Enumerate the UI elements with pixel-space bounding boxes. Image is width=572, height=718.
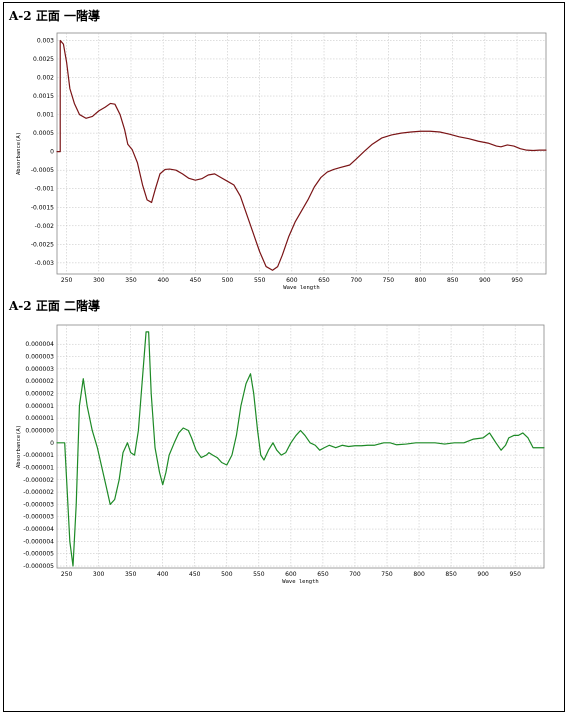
x-tick-label: 750 [381, 571, 393, 578]
y-tick-label: 0 [50, 440, 54, 447]
plot-area [56, 324, 545, 569]
y-tick-label: 0.000002 [25, 391, 54, 398]
x-tick-label: 600 [285, 571, 297, 578]
x-axis-label: Wave length [282, 579, 318, 585]
x-tick-label: 250 [61, 277, 73, 284]
y-tick-label: -0.000001 [23, 452, 54, 459]
x-tick-label: 300 [93, 571, 105, 578]
y-tick-label: -0.0015 [31, 204, 54, 211]
x-tick-label: 900 [479, 277, 491, 284]
x-tick-label: 500 [221, 571, 233, 578]
y-axis-label: Absorbance(A) [16, 132, 22, 175]
data-series-line [56, 39, 547, 271]
y-axis-label: Absorbance(A) [16, 425, 22, 468]
y-tick-label: -0.000002 [23, 489, 54, 496]
x-tick-label: 600 [286, 277, 298, 284]
y-tick-label: 0 [50, 149, 54, 156]
y-tick-label: -0.000005 [23, 551, 54, 558]
x-tick-label: 250 [61, 571, 73, 578]
y-tick-label: -0.000003 [23, 501, 54, 508]
x-tick-label: 850 [445, 571, 457, 578]
document-page: A-2 正面 一階導 250 300 350 400 450 500 550 600 650 70… [3, 2, 565, 712]
x-tick-label: 800 [413, 571, 425, 578]
x-tick-label: 950 [511, 277, 523, 284]
y-tick-label: 0.0025 [33, 56, 54, 63]
x-tick-label: 800 [415, 277, 427, 284]
chart-2-title: A-2 正面 二階導 [9, 299, 100, 313]
x-tick-label: 700 [349, 571, 361, 578]
x-tick-label: 550 [254, 277, 266, 284]
x-tick-label: 850 [447, 277, 459, 284]
plot-area [56, 32, 547, 275]
x-tick-label: 750 [383, 277, 395, 284]
y-tick-label: 0.000003 [25, 354, 54, 361]
x-tick-label: 350 [125, 571, 137, 578]
x-axis-label: Wave length [283, 285, 319, 291]
y-tick-label: -0.0005 [31, 167, 54, 174]
x-tick-label: 450 [189, 571, 201, 578]
y-tick-label: -0.000003 [23, 514, 54, 521]
y-tick-label: 0.0015 [33, 93, 54, 100]
x-tick-label: 450 [190, 277, 202, 284]
y-tick-label: -0.002 [35, 223, 55, 230]
x-tick-label: 650 [317, 571, 329, 578]
y-tick-label: -0.0025 [31, 241, 54, 248]
y-tick-label: 0.001 [37, 112, 54, 119]
x-tick-label: 900 [477, 571, 489, 578]
chart-1: 250 300 350 400 450 500 550 600 650 700 750 800 850 9… [16, 32, 547, 291]
y-tick-label: -0.000002 [23, 477, 54, 484]
y-tick-label: 0.002 [37, 74, 54, 81]
x-tick-label: 950 [509, 571, 521, 578]
data-series-line [56, 331, 545, 567]
x-tick-label: 700 [350, 277, 362, 284]
x-tick-label: 400 [157, 571, 169, 578]
y-tick-label: 0.000001 [25, 415, 54, 422]
y-tick-label: -0.000005 [23, 563, 54, 570]
y-tick-label: -0.001 [35, 186, 55, 193]
y-tick-label: 0.003 [37, 37, 54, 44]
y-tick-label: -0.000004 [23, 526, 54, 533]
y-tick-label: 0.000001 [25, 403, 54, 410]
y-tick-label: -0.000004 [23, 538, 54, 545]
x-tick-label: 500 [222, 277, 234, 284]
y-tick-label: 0.000004 [25, 341, 54, 348]
x-tick-label: 350 [125, 277, 137, 284]
x-tick-label: 650 [318, 277, 330, 284]
y-tick-label: 0.0005 [33, 130, 54, 137]
x-tick-label: 400 [157, 277, 169, 284]
y-tick-label: 0.000002 [25, 378, 54, 385]
chart-2: 250 300 350 400 450 500 550 600 650 700 750 800 850 9… [16, 324, 545, 585]
x-tick-label: 300 [93, 277, 105, 284]
chart-1-title: A-2 正面 一階導 [9, 9, 100, 23]
x-tick-label: 550 [253, 571, 265, 578]
y-tick-label: -0.000001 [23, 464, 54, 471]
y-tick-label: -0.003 [35, 260, 55, 267]
y-tick-label: 0.000000 [25, 427, 54, 434]
y-tick-label: 0.000003 [25, 366, 54, 373]
